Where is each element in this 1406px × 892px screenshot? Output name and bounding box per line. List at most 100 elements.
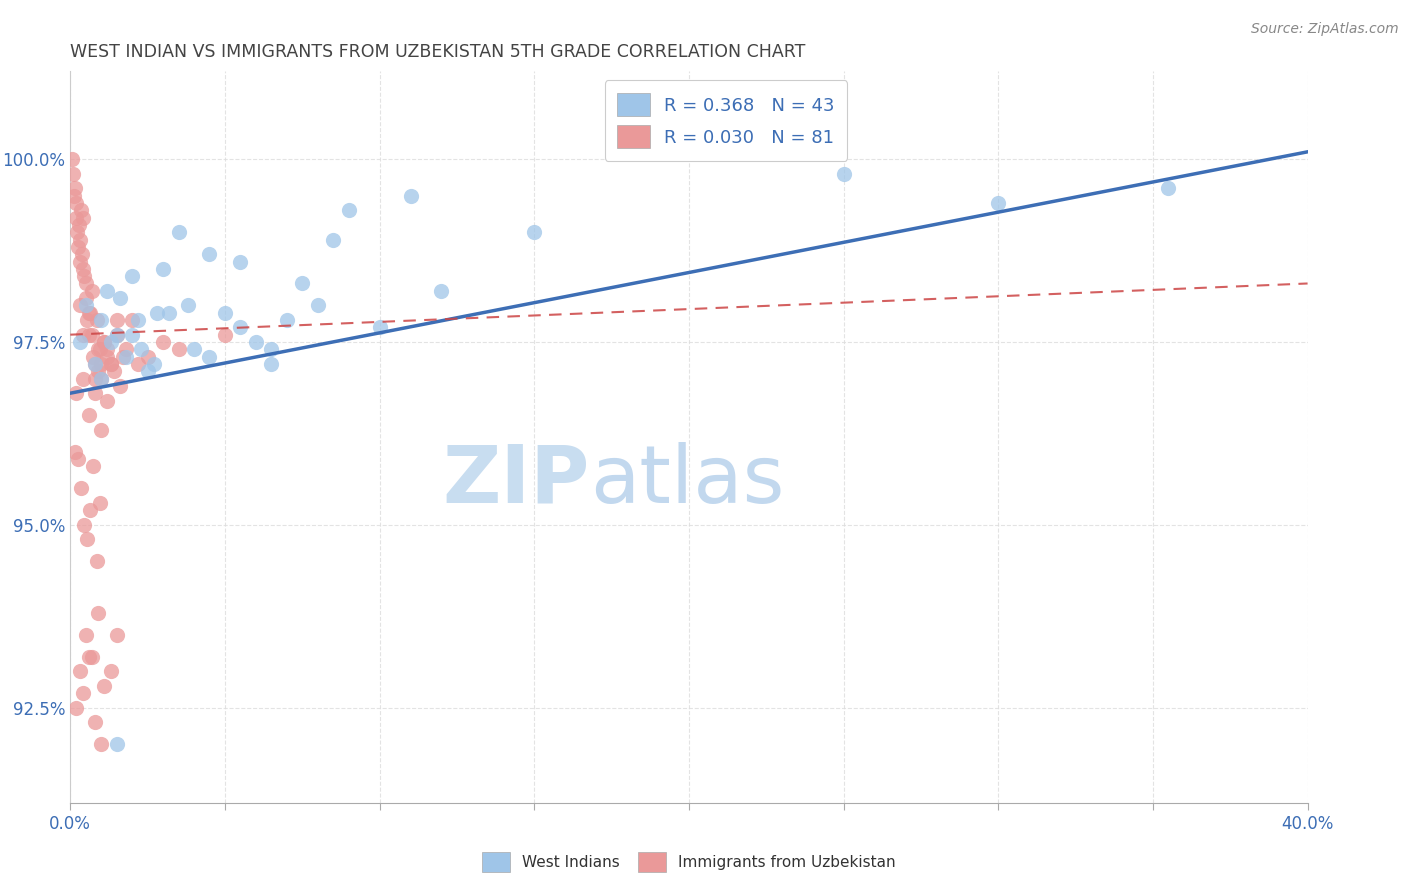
Point — [90, 371, 112, 385]
Point — [131, 343, 153, 357]
Point — [136, 364, 159, 378]
Point — [77, 327, 100, 342]
Point — [80, 649, 103, 664]
Point — [90, 371, 112, 385]
Point — [75, 298, 97, 312]
Point — [152, 334, 174, 349]
Point — [96, 343, 118, 357]
Point — [105, 737, 128, 751]
Point — [127, 313, 149, 327]
Point — [87, 364, 110, 378]
Point — [146, 306, 169, 320]
Point — [86, 313, 108, 327]
Legend: West Indians, Immigrants from Uzbekistan: West Indians, Immigrants from Uzbekistan — [475, 845, 903, 880]
Text: Source: ZipAtlas.com: Source: ZipAtlas.com — [1251, 22, 1399, 37]
Point — [77, 306, 100, 320]
Point — [84, 357, 107, 371]
Point — [69, 254, 91, 268]
Point — [142, 357, 165, 371]
Point — [90, 313, 112, 327]
Point — [307, 298, 329, 312]
Point — [90, 737, 112, 751]
Point — [72, 371, 94, 385]
Point — [82, 459, 105, 474]
Point — [73, 269, 96, 284]
Point — [65, 700, 87, 714]
Point — [1157, 181, 1180, 195]
Point — [63, 188, 86, 202]
Point — [167, 343, 190, 357]
Point — [96, 284, 118, 298]
Point — [152, 261, 174, 276]
Point — [73, 517, 96, 532]
Point — [77, 649, 100, 664]
Point — [79, 306, 101, 320]
Point — [75, 291, 97, 305]
Point — [523, 225, 546, 239]
Point — [430, 284, 453, 298]
Point — [167, 225, 190, 239]
Point — [84, 715, 107, 730]
Point — [177, 298, 200, 312]
Point — [987, 196, 1010, 211]
Point — [136, 350, 159, 364]
Point — [69, 233, 91, 247]
Point — [65, 196, 87, 211]
Point — [368, 320, 391, 334]
Point — [229, 254, 252, 268]
Point — [127, 357, 149, 371]
Point — [108, 379, 131, 393]
Point — [276, 313, 298, 327]
Point — [96, 350, 118, 364]
Point — [75, 277, 97, 291]
Text: atlas: atlas — [591, 442, 785, 520]
Point — [84, 357, 107, 371]
Point — [72, 211, 94, 225]
Point — [63, 181, 86, 195]
Point — [82, 350, 105, 364]
Point — [105, 313, 128, 327]
Point — [100, 357, 122, 371]
Point — [86, 554, 108, 568]
Point — [66, 225, 89, 239]
Point — [115, 343, 138, 357]
Point — [832, 167, 855, 181]
Point — [67, 452, 90, 467]
Point — [103, 364, 125, 378]
Point — [100, 664, 122, 678]
Point — [105, 327, 128, 342]
Point — [214, 306, 236, 320]
Point — [72, 327, 94, 342]
Point — [70, 203, 93, 218]
Point — [198, 247, 221, 261]
Point — [77, 408, 100, 422]
Point — [90, 357, 112, 371]
Point — [72, 261, 94, 276]
Point — [89, 343, 111, 357]
Point — [260, 343, 283, 357]
Point — [100, 357, 122, 371]
Point — [100, 334, 122, 349]
Point — [87, 343, 110, 357]
Point — [121, 269, 143, 284]
Point — [157, 306, 180, 320]
Point — [84, 386, 107, 401]
Point — [62, 167, 84, 181]
Text: WEST INDIAN VS IMMIGRANTS FROM UZBEKISTAN 5TH GRADE CORRELATION CHART: WEST INDIAN VS IMMIGRANTS FROM UZBEKISTA… — [70, 44, 806, 62]
Point — [70, 481, 93, 495]
Point — [84, 371, 107, 385]
Point — [260, 357, 283, 371]
Point — [245, 334, 267, 349]
Point — [322, 233, 344, 247]
Point — [229, 320, 252, 334]
Point — [80, 284, 103, 298]
Point — [67, 218, 90, 232]
Point — [87, 606, 110, 620]
Point — [69, 298, 91, 312]
Point — [63, 444, 86, 458]
Point — [108, 291, 131, 305]
Point — [69, 664, 91, 678]
Point — [291, 277, 314, 291]
Point — [93, 334, 115, 349]
Point — [105, 627, 128, 641]
